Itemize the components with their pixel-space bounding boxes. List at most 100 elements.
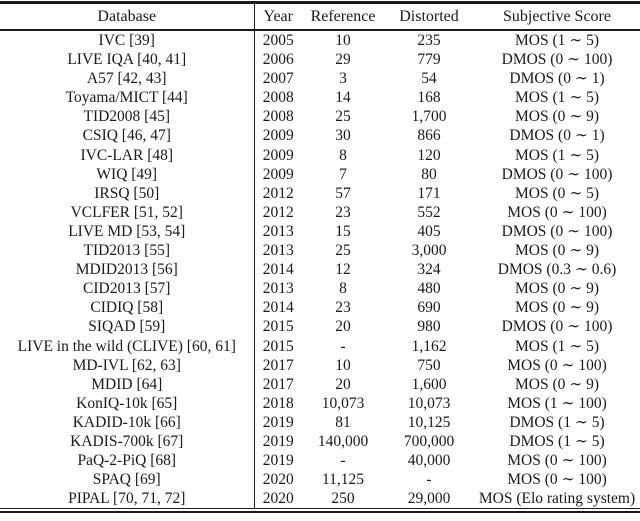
cell-database: PaQ-2-PiQ [68] <box>77 452 177 470</box>
cell-year: 2008 <box>253 107 302 127</box>
cell-score: DMOS (0 ∼ 100) <box>501 51 613 69</box>
table-row: TID2008 [45] 2008 25 1,700 MOS (0 ∼ 9) <box>0 107 640 127</box>
cell-score: MOS (Elo rating system) <box>478 490 636 508</box>
table-row: KADIS-700k [67] 2019 140,000 700,000 DMOS (1… <box>0 431 640 452</box>
cell-year: 2013 <box>253 221 302 242</box>
cell-reference: 140,000 <box>317 432 369 450</box>
cell-year: 2012 <box>253 183 302 203</box>
cell-score: MOS (1 ∼ 5) <box>514 337 600 355</box>
cell-score: MOS (0 ∼ 100) <box>507 203 607 221</box>
cell-score: MOS (0 ∼ 9) <box>514 375 600 393</box>
table-row: CIDIQ [58] 2014 23 690 MOS (0 ∼ 9) <box>0 298 640 318</box>
cell-reference: 25 <box>335 108 351 126</box>
table-row: KonIQ-10k [65] 2018 10,073 10,073 MOS (1 ∼ 1… <box>0 393 640 413</box>
cell-database: PIPAL [70, 71, 72] <box>68 490 186 508</box>
cell-score: MOS (0 ∼ 100) <box>507 471 607 489</box>
cell-score: MOS (1 ∼ 100) <box>507 394 607 412</box>
cell-database: SPAQ [69] <box>92 471 161 489</box>
table-row: CSIQ [46, 47] 2009 30 866 DMOS (0 ∼ 1) <box>0 126 640 146</box>
cell-database: KADIS-700k [67] <box>70 432 184 450</box>
cell-database: IVC [39] <box>98 32 155 49</box>
table-header: Database Year Reference Distorted Subjec… <box>0 2 640 31</box>
cell-score: MOS (1 ∼ 5) <box>514 89 600 107</box>
cell-year: 2019 <box>253 431 302 452</box>
table-row: A57 [42, 43] 2007 3 54 DMOS (0 ∼ 1) <box>0 69 640 89</box>
cell-distorted: 552 <box>417 203 441 221</box>
cell-distorted: 10,125 <box>407 413 451 431</box>
cell-distorted: 1,162 <box>411 337 447 355</box>
cell-score: MOS (0 ∼ 9) <box>514 242 600 260</box>
cell-reference: 3 <box>339 70 347 88</box>
cell-reference: 10 <box>335 32 351 49</box>
cell-distorted: 120 <box>417 146 441 164</box>
cell-database: MDID [64] <box>91 375 163 393</box>
cell-score: DMOS (0 ∼ 100) <box>501 318 613 336</box>
cell-distorted: 750 <box>417 356 441 374</box>
cell-reference: 15 <box>335 222 351 240</box>
cell-reference: 23 <box>335 299 351 317</box>
cell-reference: 81 <box>335 413 351 431</box>
cell-distorted: 1,700 <box>411 108 447 126</box>
table-row: CID2013 [57] 2013 8 480 MOS (0 ∼ 9) <box>0 279 640 299</box>
cell-year: 2020 <box>253 470 302 490</box>
cell-database: IRSQ [50] <box>94 184 160 202</box>
cell-database: TID2013 [55] <box>83 242 171 260</box>
cell-distorted: 480 <box>417 280 441 298</box>
cell-reference: 30 <box>335 127 351 145</box>
cell-score: MOS (0 ∼ 9) <box>514 280 600 298</box>
cell-distorted: - <box>426 471 432 489</box>
cell-database: Toyama/MICT [44] <box>65 89 188 107</box>
cell-reference: - <box>340 452 346 470</box>
cell-database: CSIQ [46, 47] <box>82 127 171 145</box>
cell-reference: 11,125 <box>321 471 365 489</box>
cell-score: MOS (0 ∼ 9) <box>514 299 600 317</box>
cell-database: LIVE IQA [40, 41] <box>67 51 187 69</box>
table-row: MDID2013 [56] 2014 12 324 DMOS (0.3 ∼ 0.6) <box>0 260 640 280</box>
table-row: LIVE MD [53, 54] 2013 15 405 DMOS (0 ∼ 100) <box>0 221 640 242</box>
cell-distorted: 405 <box>417 222 441 240</box>
cell-year: 2007 <box>253 69 302 89</box>
cell-score: MOS (0 ∼ 9) <box>514 108 600 126</box>
cell-score: MOS (1 ∼ 5) <box>514 146 600 164</box>
cell-database: CIDIQ [58] <box>90 299 164 317</box>
cell-score: MOS (0 ∼ 5) <box>514 184 600 202</box>
cell-distorted: 980 <box>417 318 441 336</box>
cell-year: 2013 <box>253 279 302 299</box>
table-row: MDID [64] 2017 20 1,600 MOS (0 ∼ 9) <box>0 374 640 394</box>
header-cell-distorted: Distorted <box>384 2 474 31</box>
cell-score: DMOS (0 ∼ 1) <box>509 70 605 88</box>
cell-distorted: 700,000 <box>403 432 455 450</box>
cell-database: MDID2013 [56] <box>75 261 178 279</box>
header-cell-subjective-score: Subjective Score <box>474 2 640 31</box>
cell-year: 2008 <box>253 88 302 108</box>
cell-distorted: 866 <box>417 127 441 145</box>
cell-database: LIVE MD [53, 54] <box>68 222 186 240</box>
cell-reference: 12 <box>335 261 351 279</box>
table-row: MD-IVL [62, 63] 2017 10 750 MOS (0 ∼ 100) <box>0 355 640 375</box>
cell-year: 2018 <box>253 393 302 413</box>
cell-year: 2009 <box>253 145 302 165</box>
table-row: TID2013 [55] 2013 25 3,000 MOS (0 ∼ 9) <box>0 241 640 261</box>
header-cell-year: Year <box>253 2 302 31</box>
table-row: VCLFER [51, 52] 2012 23 552 MOS (0 ∼ 100) <box>0 202 640 222</box>
cell-score: DMOS (1 ∼ 5) <box>509 413 605 431</box>
cell-score: DMOS (0 ∼ 100) <box>501 165 613 183</box>
cell-database: KADID-10k [66] <box>72 413 181 431</box>
cell-score: DMOS (0.3 ∼ 0.6) <box>497 261 617 279</box>
cell-year: 2014 <box>253 260 302 280</box>
table-row: SPAQ [69] 2020 11,125 - MOS (0 ∼ 100) <box>0 470 640 490</box>
table-row: LIVE IQA [40, 41] 2006 29 779 DMOS (0 ∼ 100) <box>0 50 640 70</box>
cell-distorted: 171 <box>417 184 441 202</box>
iqa-database-table: Database Year Reference Distorted Subjec… <box>0 1 640 510</box>
table-row: IVC-LAR [48] 2009 8 120 MOS (1 ∼ 5) <box>0 145 640 165</box>
cell-database: LIVE in the wild (CLIVE) [60, 61] <box>17 337 236 355</box>
cell-year: 2009 <box>253 164 302 184</box>
cell-distorted: 690 <box>417 299 441 317</box>
cell-reference: - <box>340 337 346 355</box>
cell-score: MOS (0 ∼ 100) <box>507 452 607 470</box>
cell-reference: 20 <box>335 375 351 393</box>
cell-reference: 29 <box>335 51 351 69</box>
cell-year: 2014 <box>253 298 302 318</box>
cell-year: 2009 <box>253 126 302 146</box>
